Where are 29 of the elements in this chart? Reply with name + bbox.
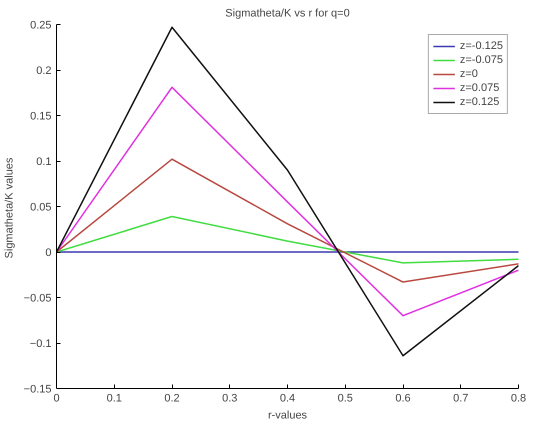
y-tick-label: 0.15 xyxy=(30,110,52,122)
legend-label: z=0.125 xyxy=(460,95,500,109)
x-tick-label: 0.5 xyxy=(338,392,353,404)
line-series xyxy=(56,158,518,283)
line-series xyxy=(56,216,518,264)
x-tick-label: 0 xyxy=(53,392,60,404)
y-tick-label: −0.05 xyxy=(24,292,52,304)
x-axis-title: r-values xyxy=(268,410,308,422)
legend-label: z=-0.075 xyxy=(460,53,503,67)
legend-label: z=0 xyxy=(460,67,479,81)
y-tick-label: 0.05 xyxy=(30,202,52,214)
x-tick-label: 0.1 xyxy=(106,392,122,404)
chart-title: Sigmatheta/K vs r for q=0 xyxy=(225,8,350,20)
y-tick-label: 0.1 xyxy=(36,156,52,168)
x-tick-label: 0.3 xyxy=(222,392,238,404)
y-tick-label: −0.15 xyxy=(24,384,52,396)
line-series xyxy=(56,26,518,356)
x-tick-label: 0.2 xyxy=(164,392,180,404)
y-tick-label: 0.2 xyxy=(36,65,52,77)
y-tick-label: −0.1 xyxy=(30,338,52,350)
y-axis-title: Sigmatheta/K values xyxy=(4,157,16,258)
y-tick-label: 0.25 xyxy=(30,20,52,32)
x-tick-label: 0.7 xyxy=(453,392,468,404)
x-tick-label: 0.6 xyxy=(395,392,411,404)
x-tick-label: 0.8 xyxy=(510,392,526,404)
x-tick-label: 0.4 xyxy=(280,392,296,404)
y-tick-label: 0 xyxy=(45,247,52,259)
legend-label: z=-0.125 xyxy=(460,39,503,53)
legend-label: z=0.075 xyxy=(460,81,500,95)
